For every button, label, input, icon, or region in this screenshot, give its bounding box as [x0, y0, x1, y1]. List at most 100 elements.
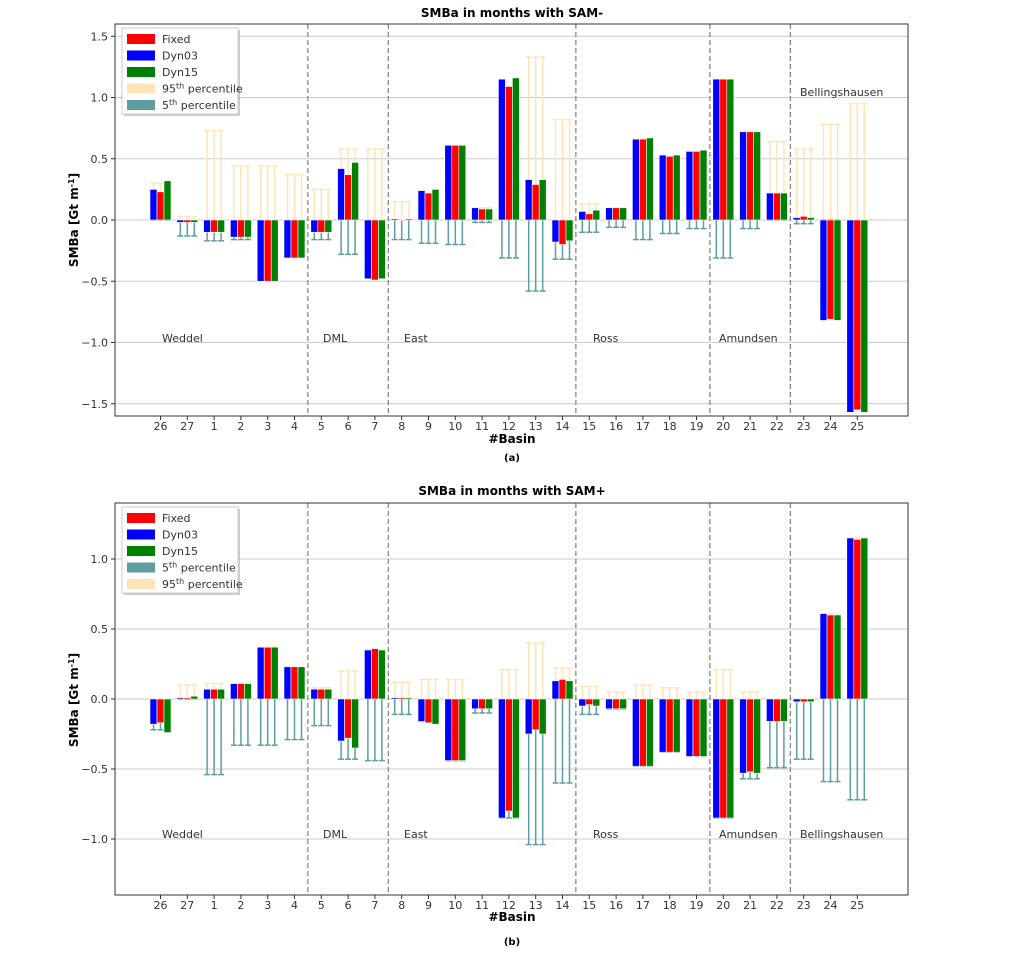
- bar-dyn15: [592, 209, 601, 221]
- bar-dyn15: [163, 180, 172, 221]
- bar-fixed: [451, 144, 460, 221]
- bar-dyn15: [699, 149, 708, 221]
- x-tick-label: 19: [690, 899, 704, 912]
- bar-dyn15: [485, 208, 493, 221]
- x-tick-label: 12: [502, 420, 516, 433]
- legend-label: Fixed: [162, 33, 191, 46]
- x-tick-label: 11: [475, 899, 489, 912]
- bar-fixed: [183, 697, 192, 700]
- bar-dyn15: [217, 688, 225, 700]
- region-label: Amundsen: [719, 332, 778, 345]
- bar-fixed: [478, 698, 486, 710]
- legend-swatch: [127, 546, 155, 556]
- legend-swatch: [127, 50, 155, 61]
- y-tick-label: −0.5: [81, 275, 108, 288]
- bar-fixed: [665, 156, 674, 221]
- plot-frame: [114, 502, 909, 896]
- legend-swatch: [127, 34, 155, 44]
- bar-fixed: [397, 697, 406, 700]
- bar-dyn03: [176, 219, 185, 223]
- bar-dyn03: [632, 698, 640, 767]
- region-label: DML: [323, 828, 348, 841]
- legend-swatch: [127, 529, 155, 540]
- x-tick-label: 16: [609, 899, 623, 912]
- y-tick-label: −0.5: [81, 763, 108, 776]
- bar-dyn15: [753, 131, 761, 221]
- x-tick-label: 24: [824, 420, 838, 433]
- bar-dyn15: [860, 537, 869, 700]
- chart-title: SMBa in months with SAM+: [418, 484, 605, 498]
- legend-label: Dyn15: [162, 545, 198, 558]
- bar-dyn15: [619, 207, 627, 221]
- legend-swatch: [127, 83, 155, 94]
- legend-label: Dyn15: [162, 66, 198, 79]
- plot-frame: [114, 23, 909, 417]
- bar-dyn03: [390, 697, 399, 700]
- legend-swatch: [127, 579, 155, 589]
- x-tick-label: 24: [824, 899, 838, 912]
- bar-dyn15: [512, 77, 520, 221]
- bar-fixed: [478, 208, 486, 221]
- x-tick-label: 5: [318, 420, 325, 433]
- bar-fixed: [237, 683, 245, 700]
- x-tick-label: 11: [475, 420, 489, 433]
- x-tick-label: 9: [425, 420, 432, 433]
- bar-dyn15: [190, 695, 199, 700]
- bar-dyn03: [551, 680, 560, 700]
- x-tick-label: 20: [716, 899, 730, 912]
- bar-dyn03: [498, 698, 506, 819]
- legend-label: Fixed: [162, 512, 191, 525]
- bar-dyn03: [283, 666, 292, 700]
- bar-dyn03: [203, 219, 211, 233]
- x-tick-label: 3: [264, 420, 271, 433]
- bar-fixed: [183, 219, 192, 223]
- x-tick-label: 18: [663, 420, 677, 433]
- bar-dyn03: [792, 698, 801, 703]
- bar-dyn15: [297, 666, 306, 700]
- bar-dyn03: [203, 688, 211, 700]
- bar-dyn15: [699, 698, 708, 757]
- region-label: East: [404, 332, 428, 345]
- bar-fixed: [692, 151, 701, 221]
- bar-fixed: [210, 688, 218, 700]
- legend-swatch: [127, 513, 155, 523]
- x-tick-label: 27: [180, 420, 194, 433]
- bar-dyn15: [244, 683, 252, 700]
- bar-dyn03: [792, 217, 801, 221]
- bar-dyn03: [471, 698, 479, 710]
- region-label: Bellingshausen: [800, 86, 883, 99]
- x-tick-label: 22: [770, 420, 784, 433]
- bar-fixed: [799, 698, 808, 703]
- bar-fixed: [210, 219, 218, 233]
- bar-fixed: [344, 698, 352, 739]
- y-tick-label: 0.0: [91, 693, 109, 706]
- bar-fixed: [665, 698, 674, 753]
- x-tick-label: 25: [850, 899, 864, 912]
- x-tick-label: 14: [556, 899, 570, 912]
- x-tick-label: 8: [398, 420, 405, 433]
- bar-fixed: [156, 698, 165, 724]
- bar-fixed: [799, 216, 808, 221]
- bar-dyn15: [619, 698, 627, 710]
- legend-swatch: [127, 562, 155, 573]
- bar-dyn03: [739, 698, 747, 774]
- bar-dyn03: [739, 131, 747, 221]
- bar-dyn03: [444, 144, 453, 221]
- x-tick-label: 21: [743, 420, 757, 433]
- bar-dyn03: [685, 698, 694, 757]
- bar-fixed: [612, 698, 620, 710]
- y-tick-label: −1.0: [81, 337, 108, 350]
- bar-fixed: [612, 207, 620, 221]
- bar-dyn15: [672, 154, 681, 221]
- bar-dyn03: [230, 683, 238, 700]
- bar-dyn15: [646, 698, 654, 767]
- bar-dyn03: [766, 192, 774, 221]
- bar-dyn15: [378, 649, 386, 700]
- region-label: Ross: [593, 828, 619, 841]
- x-tick-label: 2: [237, 420, 244, 433]
- legend-label: Dyn03: [162, 50, 198, 63]
- bar-dyn03: [632, 138, 640, 221]
- x-tick-label: 15: [582, 899, 596, 912]
- bar-dyn03: [658, 154, 667, 221]
- bar-fixed: [773, 698, 781, 722]
